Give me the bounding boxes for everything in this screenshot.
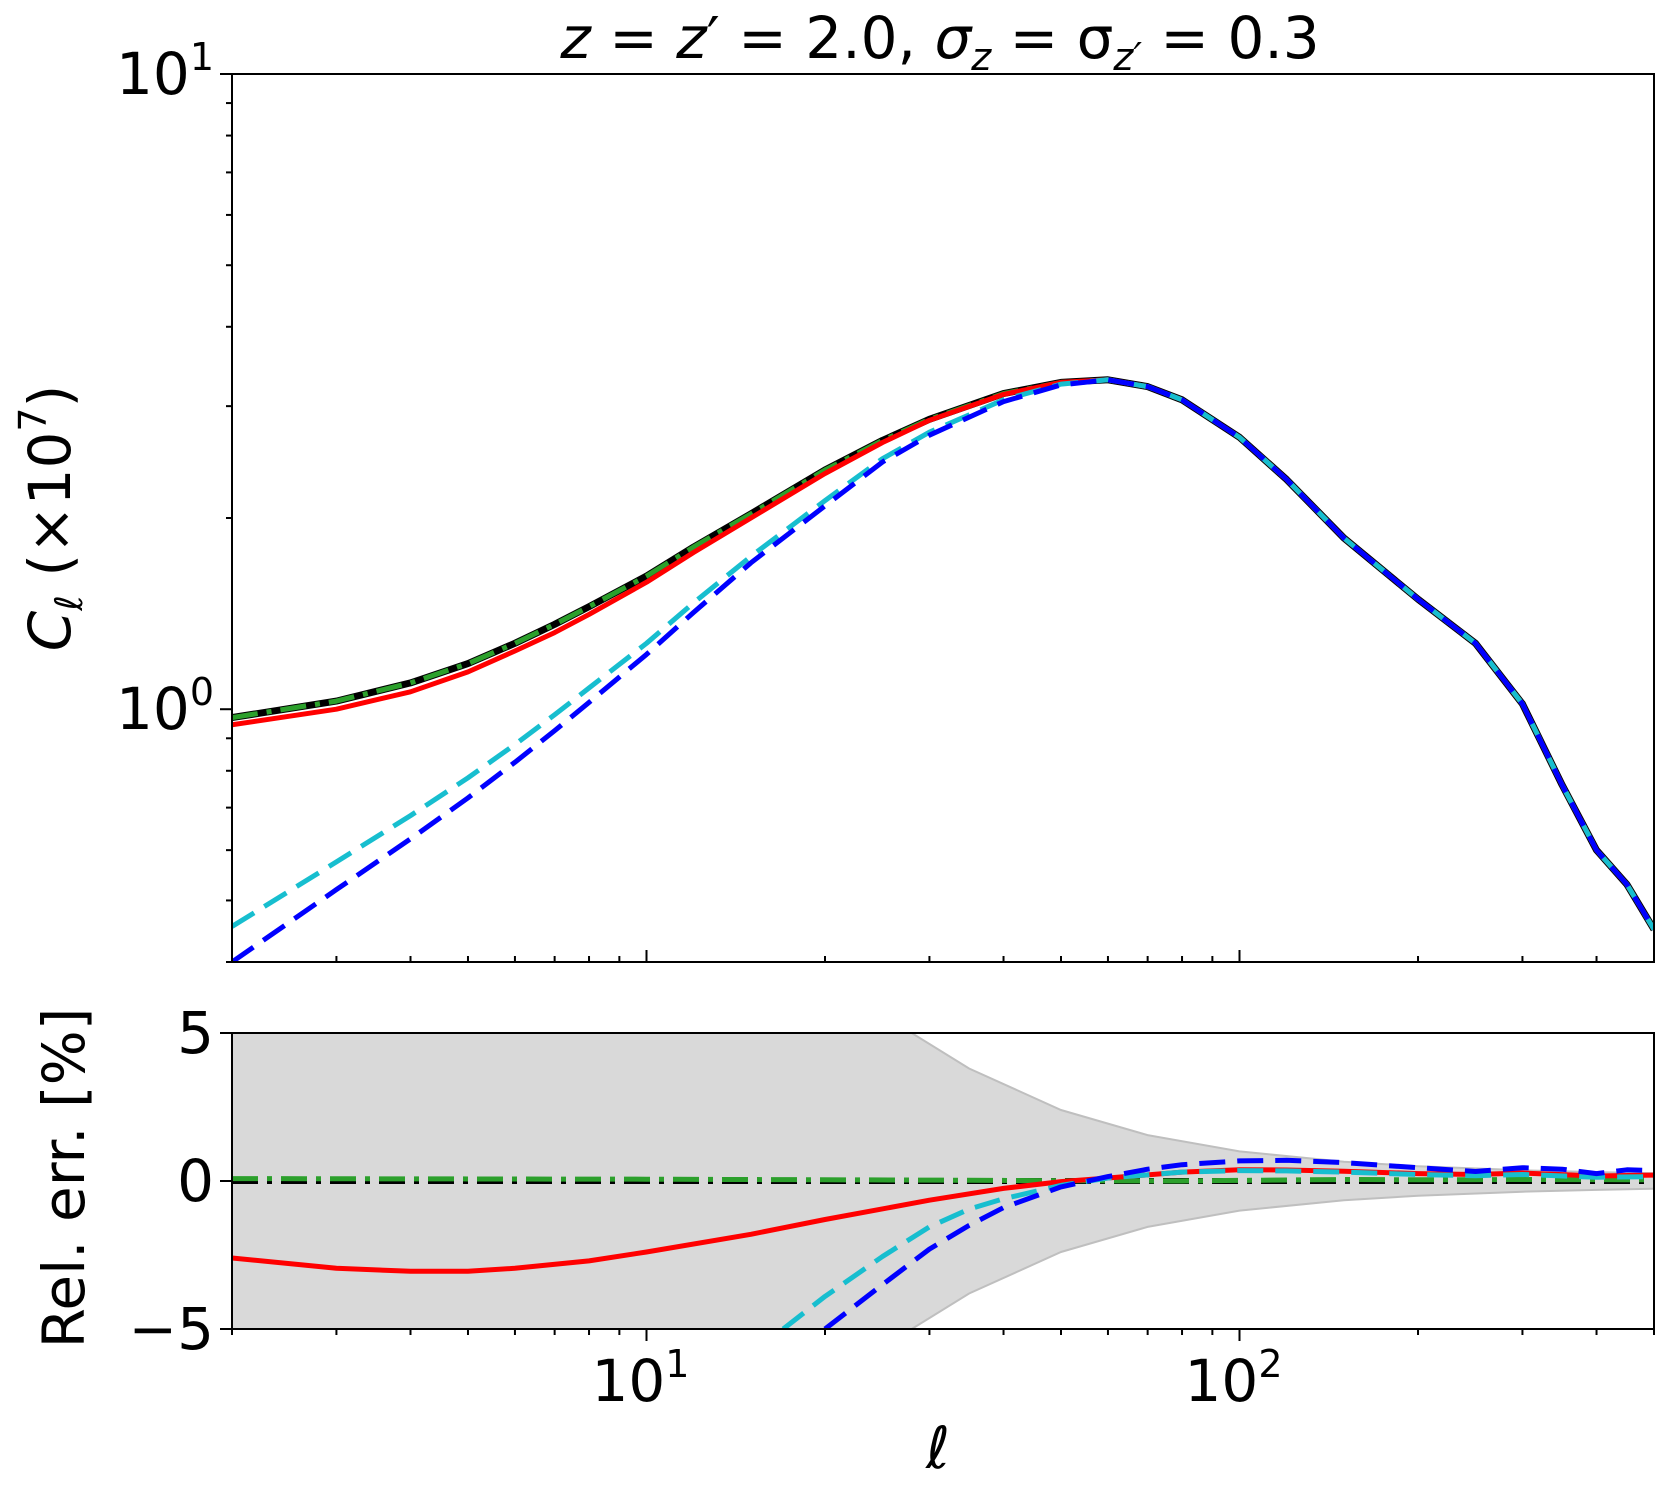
- bottom-panel: 101 102 5 0 −5 Rel. err. [%] ℓ: [30, 999, 1655, 1482]
- bottom-series-green-line: [232, 1176, 1654, 1184]
- chart-title: z = z′ = 2.0, σz = σz′ = 0.3: [559, 4, 1319, 79]
- top-plot-area: [232, 376, 1654, 962]
- top-y-tick-label: 100: [116, 670, 214, 743]
- bottom-series-cyan-line: [781, 1168, 1654, 1329]
- top-panel: 100 101 Cℓ (×107): [11, 35, 1655, 963]
- top-series-red-line: [232, 377, 1654, 931]
- bottom-y-tick-label: 5: [177, 999, 214, 1067]
- bottom-ticks: 101 102 5 0 −5: [129, 999, 1655, 1415]
- bottom-x-tick-label: 102: [1185, 1342, 1283, 1415]
- top-series-blue-line: [232, 377, 1654, 962]
- top-y-tick-label: 101: [116, 35, 214, 108]
- bottom-x-tick-label: 101: [591, 1342, 689, 1415]
- x-axis-label: ℓ: [925, 1414, 950, 1482]
- bottom-y-tick-label: −5: [129, 1295, 215, 1363]
- bottom-series-blue-line: [823, 1157, 1654, 1329]
- bottom-plot-area: [232, 1033, 1654, 1329]
- top-y-axis-label: Cℓ (×107): [11, 385, 91, 652]
- top-series-cyan-line: [232, 377, 1654, 931]
- top-series-green-line: [232, 377, 1654, 931]
- top-series-black-line: [232, 376, 1654, 932]
- top-ticks: 100 101: [116, 35, 1655, 963]
- top-axes-frame: [231, 73, 1655, 963]
- bottom-y-tick-label: 0: [177, 1147, 214, 1215]
- bottom-y-axis-label: Rel. err. [%]: [30, 1008, 98, 1349]
